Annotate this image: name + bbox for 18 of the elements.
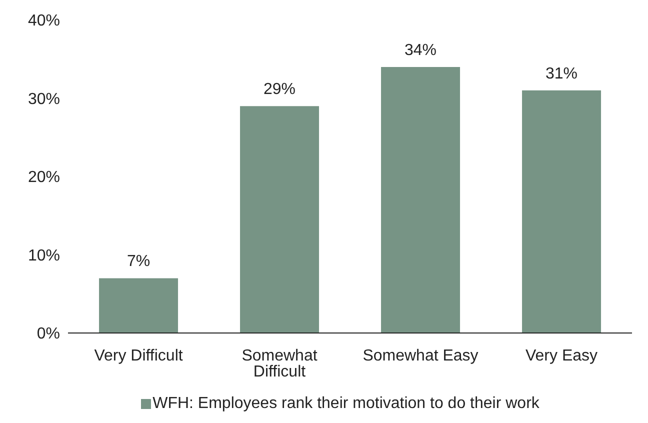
data-label: 34% <box>404 42 437 59</box>
y-tick-label: 0% <box>36 326 60 343</box>
y-tick-label: 40% <box>28 12 60 30</box>
y-tick-label: 30% <box>28 90 60 108</box>
bar <box>522 90 602 333</box>
y-tick-label: 10% <box>28 247 60 264</box>
data-label: 7% <box>126 253 150 270</box>
x-tick-label: Very Difficult <box>94 347 184 364</box>
bar <box>381 66 460 333</box>
x-tick-label: Somewhat Easy <box>362 347 478 364</box>
bar <box>240 106 320 333</box>
data-label: 29% <box>264 81 296 98</box>
x-tick-label: Somewhat Difficult <box>242 347 318 380</box>
data-label: 31% <box>546 65 578 82</box>
bar <box>99 278 178 333</box>
legend-label: WFH: Employees rank their motivation to do their work <box>152 395 540 413</box>
x-tick-label: Very Easy <box>525 347 598 364</box>
y-tick-label: 20% <box>28 169 60 186</box>
